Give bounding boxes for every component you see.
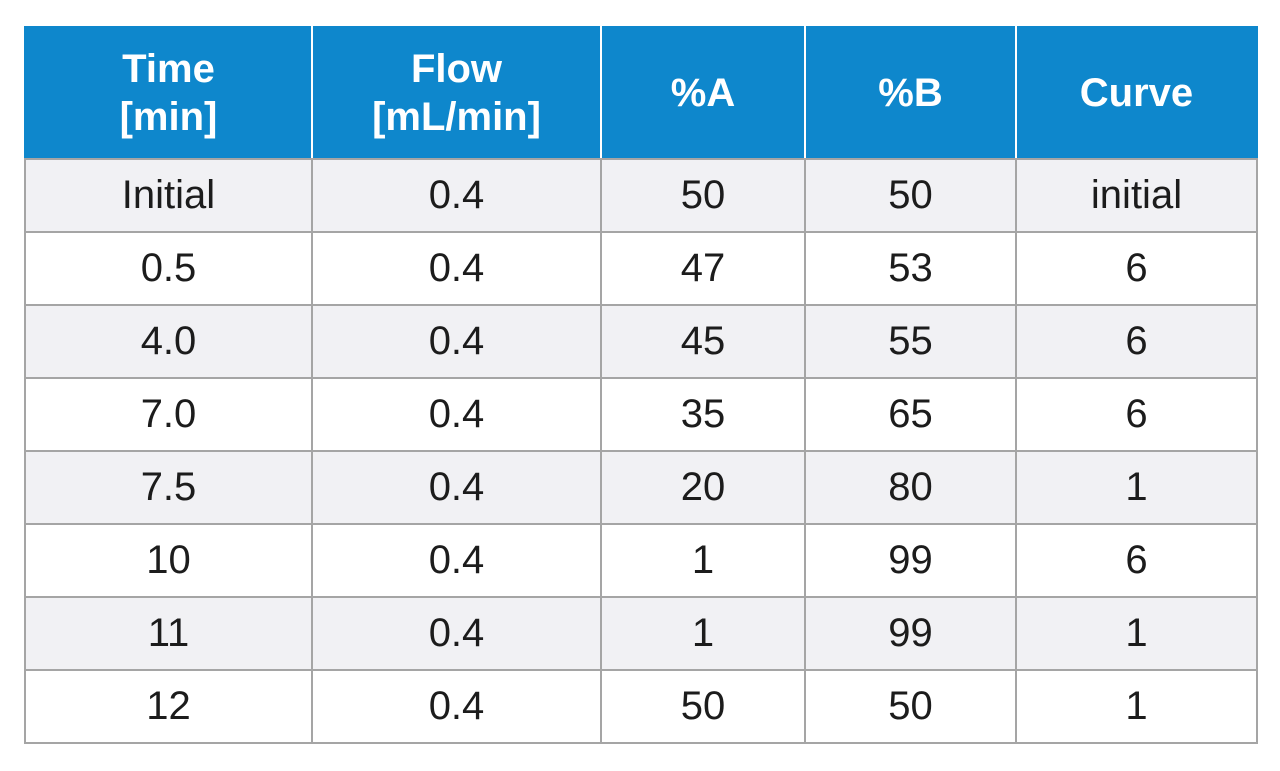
cell-percent-b: 53 [804,231,1017,306]
gradient-table: Time [min] Flow [mL/min] %A %B Curve Ini… [24,26,1258,744]
cell-time: Initial [24,158,313,233]
cell-flow: 0.4 [311,450,602,525]
header-curve-label: Curve [1079,71,1194,115]
cell-flow: 0.4 [311,523,602,598]
cell-percent-a: 50 [600,669,806,744]
table-row: 7.5 0.4 20 80 1 [24,450,1258,525]
cell-percent-a: 45 [600,304,806,379]
cell-time: 11 [24,596,313,671]
header-time-line-1: Time [122,47,215,91]
cell-percent-b: 50 [804,669,1017,744]
cell-percent-b: 80 [804,450,1017,525]
header-flow: Flow [mL/min] [311,26,602,160]
cell-flow: 0.4 [311,669,602,744]
table-row: 4.0 0.4 45 55 6 [24,304,1258,379]
cell-flow: 0.4 [311,377,602,452]
header-percent-b: %B [804,26,1017,160]
cell-time: 7.0 [24,377,313,452]
table-body: Initial 0.4 50 50 initial 0.5 0.4 47 53 6 4.0 0.4 45… [24,158,1258,744]
table-row: 7.0 0.4 35 65 6 [24,377,1258,452]
cell-curve: 6 [1015,523,1258,598]
cell-time: 4.0 [24,304,313,379]
cell-percent-a: 47 [600,231,806,306]
cell-percent-a: 1 [600,523,806,598]
cell-curve: 1 [1015,596,1258,671]
cell-flow: 0.4 [311,158,602,233]
table-row: 11 0.4 1 99 1 [24,596,1258,671]
header-percent-a-label: %A [670,71,736,115]
header-time: Time [min] [24,26,313,160]
cell-time: 7.5 [24,450,313,525]
header-percent-a: %A [600,26,806,160]
header-percent-b-label: %B [878,71,943,115]
cell-percent-b: 65 [804,377,1017,452]
cell-curve: 6 [1015,231,1258,306]
cell-time: 12 [24,669,313,744]
gradient-table-container: Time [min] Flow [mL/min] %A %B Curve Ini… [24,26,1258,744]
cell-flow: 0.4 [311,596,602,671]
cell-flow: 0.4 [311,231,602,306]
header-flow-line-2: [mL/min] [372,95,541,139]
header-row: Time [min] Flow [mL/min] %A %B Curve [24,26,1258,160]
cell-time: 0.5 [24,231,313,306]
cell-percent-b: 99 [804,523,1017,598]
header-curve: Curve [1015,26,1258,160]
cell-percent-a: 1 [600,596,806,671]
table-row: 0.5 0.4 47 53 6 [24,231,1258,306]
cell-percent-a: 50 [600,158,806,233]
cell-flow: 0.4 [311,304,602,379]
cell-time: 10 [24,523,313,598]
cell-percent-a: 20 [600,450,806,525]
cell-curve: 6 [1015,304,1258,379]
cell-percent-a: 35 [600,377,806,452]
table-header: Time [min] Flow [mL/min] %A %B Curve [24,26,1258,160]
header-time-line-2: [min] [119,95,218,139]
table-row: 12 0.4 50 50 1 [24,669,1258,744]
cell-percent-b: 99 [804,596,1017,671]
cell-curve: 1 [1015,450,1258,525]
table-row: Initial 0.4 50 50 initial [24,158,1258,233]
cell-percent-b: 50 [804,158,1017,233]
header-flow-line-1: Flow [410,47,503,91]
cell-curve: initial [1015,158,1258,233]
cell-percent-b: 55 [804,304,1017,379]
cell-curve: 1 [1015,669,1258,744]
cell-curve: 6 [1015,377,1258,452]
table-row: 10 0.4 1 99 6 [24,523,1258,598]
